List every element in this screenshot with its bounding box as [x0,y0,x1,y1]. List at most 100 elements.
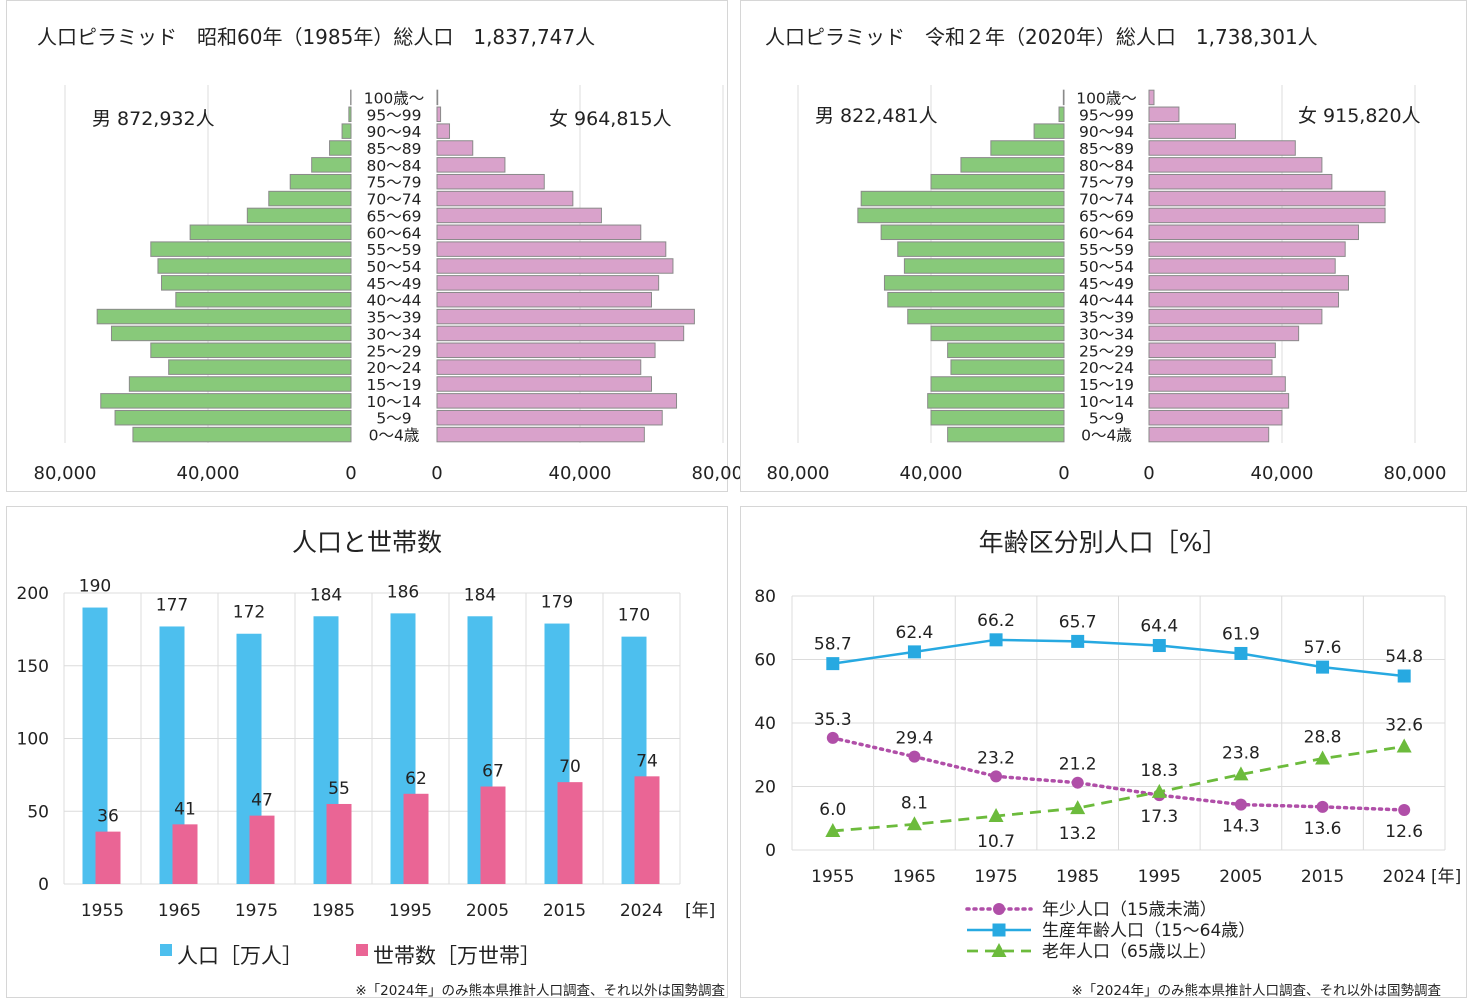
age-label: 25～29 [1079,342,1134,360]
male-bar [947,426,1065,443]
legend-label-population: 人口［万人］ [177,944,303,968]
male-bar [96,308,352,325]
male-bar [1058,106,1065,123]
age-label: 60～64 [1079,224,1134,242]
elderly-data-label: 18.3 [1140,761,1178,781]
x-unit-label: [年] [1431,867,1461,887]
female-bar [436,89,439,106]
elderly-legend-marker [991,943,1007,957]
male-bar [175,291,352,308]
x-tick-label: 1985 [312,901,355,921]
working-age-point [989,633,1003,647]
age-label: 100歳～ [1076,89,1137,107]
elderly-point [1396,738,1412,753]
male-bar [311,157,352,173]
x-tick-label: 1995 [389,901,432,921]
chart-title: 人口と世帯数 [292,528,442,557]
age-label: 15～19 [1079,376,1134,394]
households-bar [557,782,583,884]
age-label: 55～59 [367,241,422,259]
working-age-point [1316,660,1330,674]
age-label: 80～84 [367,157,422,175]
female-bar [1148,207,1386,224]
youth-data-label: 21.2 [1059,755,1097,775]
population-data-label: 179 [541,593,573,613]
y-tick-label: 60 [754,651,776,671]
working-age-point [1071,634,1085,648]
x-unit-label: [年] [685,901,715,921]
male-total-label: 男 822,481人 [815,105,938,127]
pyramid-2020-chart: 人口ピラミッド 令和２年（2020年）総人口 1,738,301人 0～4歳5～9… [765,25,1446,484]
elderly-data-label: 32.6 [1385,715,1423,735]
x-tick-label: 1955 [81,901,124,921]
female-bar [436,224,642,241]
female-bar [1148,409,1283,426]
age-label: 35～39 [1079,309,1134,327]
age-label: 15～19 [367,376,422,394]
youth-point [1398,803,1411,816]
age-label: 65～69 [367,207,422,225]
male-bar [268,190,352,207]
population-data-label: 184 [310,585,342,605]
female-bar [436,409,663,426]
working-age-point [1234,646,1248,660]
age-label: 5～9 [376,410,411,428]
x-tick-label: 40,000 [549,463,612,484]
male-bar [150,342,352,359]
y-tick-label: 20 [754,778,776,798]
female-bar [436,173,545,190]
male-bar [128,376,352,392]
age-label: 100歳～ [364,89,425,107]
male-bar [157,258,352,274]
youth-point [908,750,921,763]
x-tick-label: 1985 [1056,867,1099,887]
female-bar [1148,241,1346,257]
age-label: 95～99 [1079,106,1134,124]
youth-point [1316,800,1329,813]
households-bar [249,815,275,884]
households-bar [326,803,352,884]
x-tick-label: 80,000 [767,463,830,484]
y-tick-label: 150 [17,657,49,677]
population-data-label: 170 [618,606,650,626]
legend-label-households: 世帯数［万世帯］ [373,944,541,968]
working-age-data-label: 58.7 [814,635,852,655]
households-bar [634,776,660,884]
working-age-data-label: 62.4 [896,623,934,643]
age-label: 30～34 [367,325,422,343]
working-age-legend-marker [992,923,1006,937]
population-households-panel: 人口と世帯数 0 50 100 150 200 190 36 1955 177 41 1965 172 4… [6,506,728,999]
female-bar [436,190,574,207]
male-bar [857,207,1065,224]
age-label: 90～94 [1079,123,1134,141]
age-label: 65～69 [1079,207,1134,225]
pyramid-2020-panel: 人口ピラミッド 令和２年（2020年）総人口 1,738,301人 0～4歳 5～9… [740,0,1467,492]
male-bar [960,157,1065,173]
male-bar [950,359,1065,375]
households-bar [403,793,429,884]
working-age-point [1397,669,1411,683]
x-tick-label: 1965 [893,867,936,887]
elderly-data-label: 10.7 [977,832,1015,852]
age-label: 90～94 [367,123,422,141]
female-bar [436,241,667,257]
female-bar [436,325,685,342]
x-tick-label: 0 [431,463,442,484]
households-bar [480,786,506,884]
x-tick-label: 80,000 [692,463,755,484]
male-bar [947,342,1065,359]
youth-data-label: 23.2 [977,748,1015,768]
youth-series-line [831,736,1406,812]
households-data-label: 41 [174,799,196,819]
male-bar [150,241,352,257]
age-label: 70～74 [1079,191,1134,209]
chart-title: 人口ピラミッド 昭和60年（1985年）総人口 1,837,747人 [37,25,595,49]
female-bar [436,342,656,359]
working-age-data-label: 64.4 [1140,617,1178,637]
female-bar [436,426,645,443]
elderly-point [1151,783,1167,798]
elderly-point [988,808,1004,823]
working-age-data-label: 65.7 [1059,612,1097,632]
population-data-label: 184 [464,585,496,605]
age-label: 75～79 [1079,174,1134,192]
